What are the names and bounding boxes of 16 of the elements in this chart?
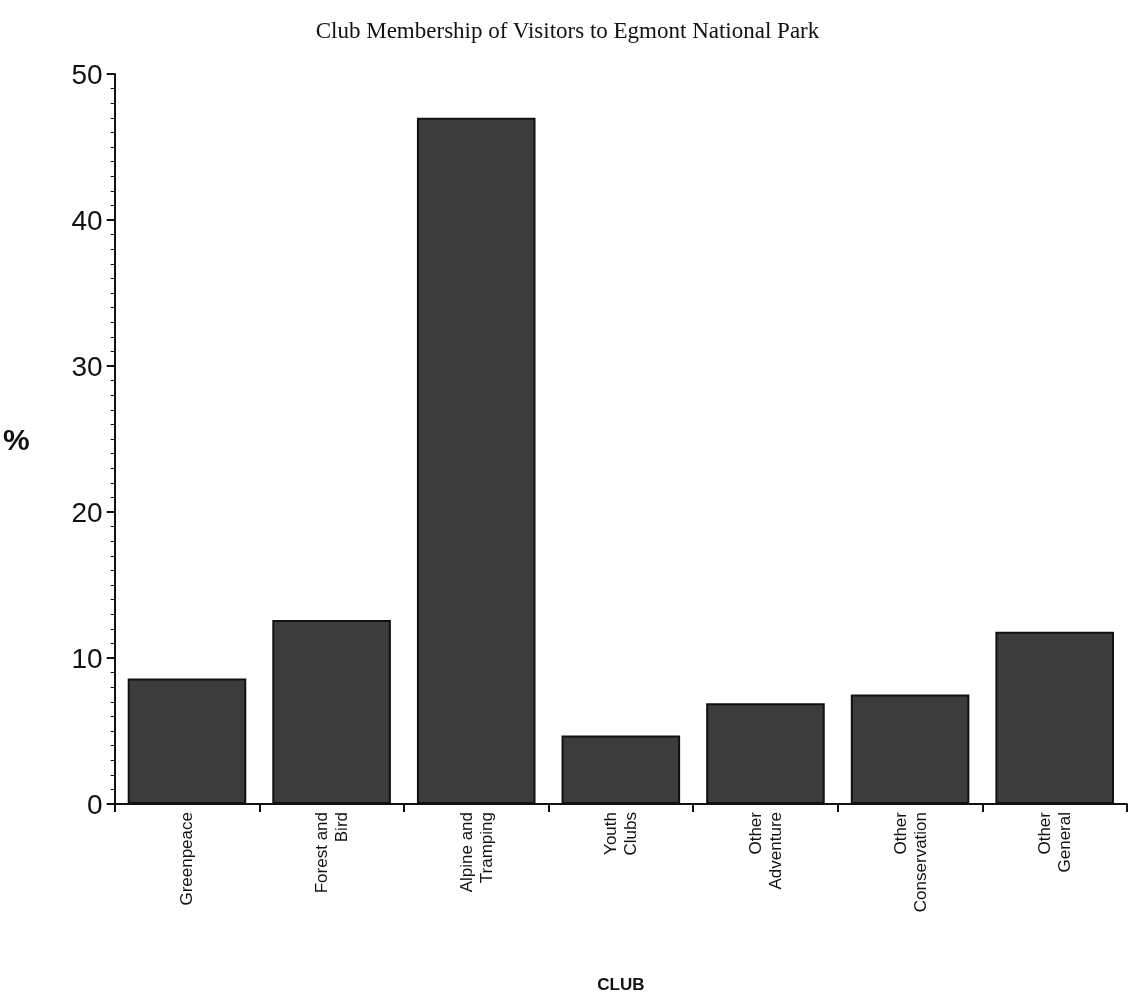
- y-tick-label: 40: [71, 204, 103, 236]
- x-tick-label: Alpine and Tramping: [456, 812, 496, 893]
- x-tick-label: Greenpeace: [177, 812, 197, 906]
- chart-title: Club Membership of Visitors to Egmont National Park: [315, 18, 820, 43]
- x-tick-label: Youth Clubs: [601, 812, 641, 856]
- y-tick-label: 30: [71, 350, 103, 382]
- y-tick-label: 50: [71, 58, 103, 90]
- x-tick-label: Other Conservation: [890, 811, 930, 913]
- y-tick-label: 20: [71, 496, 103, 528]
- x-tick-label: Other General: [1035, 811, 1075, 873]
- y-tick-label: 0: [87, 788, 103, 820]
- x-tick-label: Forest and Bird: [312, 812, 352, 894]
- x-tick-label: Other Adventure: [745, 811, 785, 890]
- y-tick-label: 10: [71, 642, 103, 674]
- x-axis-title: CLUB: [597, 975, 645, 994]
- y-axis-title: %: [2, 422, 30, 456]
